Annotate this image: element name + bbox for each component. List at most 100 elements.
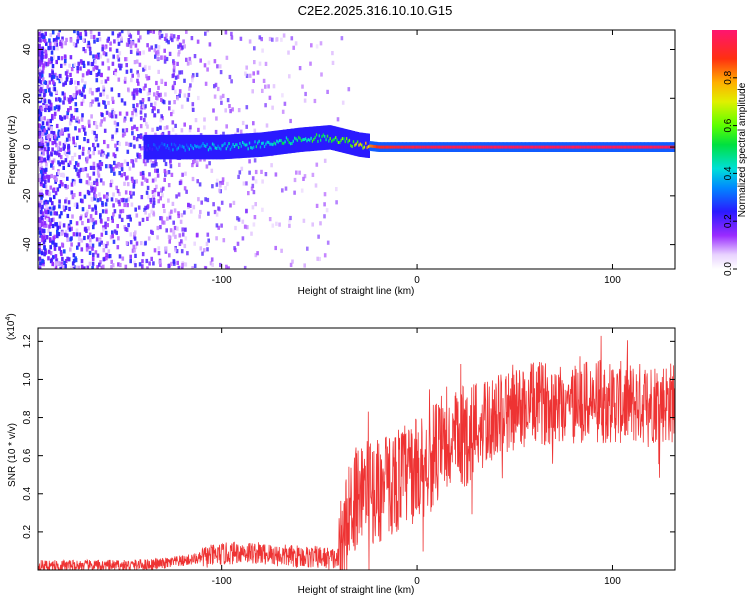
spectrogram-noise-cell [84, 81, 87, 86]
spectrogram-ridge-cell [605, 145, 608, 149]
spectrogram-noise-cell [144, 113, 147, 118]
spectrogram-noise-cell [96, 171, 100, 176]
spectrogram-noise-cell [300, 188, 304, 193]
spectrogram-noise-cell [92, 171, 96, 176]
spectrogram-noise-cell [99, 213, 102, 218]
spectrogram-ridge-halo [315, 126, 319, 151]
spectrogram-noise-cell [44, 201, 48, 206]
spectrogram-noise-cell [44, 107, 47, 113]
spectrogram-ridge-cell [175, 144, 178, 148]
spectrogram-noise-cell [66, 127, 70, 132]
spectrogram-noise-cell [90, 185, 93, 190]
spectrogram-noise-cell [83, 235, 86, 241]
spectrogram-noise-cell [55, 123, 59, 129]
spectrogram-noise-cell [78, 191, 82, 197]
spectrogram-noise-cell [313, 98, 317, 104]
spectrogram-noise-cell [264, 61, 268, 66]
spectrogram-noise-cell [47, 126, 51, 131]
spectrogram-noise-cell [92, 252, 95, 257]
spectrogram-noise-cell [38, 225, 42, 230]
spectrogram-noise-cell [160, 187, 163, 192]
spectrogram-noise-cell [120, 30, 124, 34]
spectrogram-noise-cell [244, 71, 247, 76]
spectrogram-noise-cell [75, 265, 79, 269]
spectrogram-noise-cell [102, 248, 106, 253]
spectrogram-noise-cell [97, 150, 101, 155]
spectrogram-ridge-cell [501, 145, 505, 149]
spectrogram-noise-cell [124, 227, 127, 232]
spectrogram-noise-cell [38, 147, 41, 152]
spectrogram-noise-cell [176, 226, 179, 231]
spectrogram-noise-cell [170, 172, 174, 177]
spectrogram-ridge-cell [239, 142, 242, 145]
spectrogram-noise-cell [41, 33, 44, 38]
spectrogram-noise-cell [84, 131, 87, 136]
spectrogram-noise-cell [91, 246, 94, 251]
spectrogram-noise-cell [45, 53, 48, 58]
spectrogram-noise-cell [118, 191, 121, 197]
spectrogram-noise-cell [218, 64, 222, 69]
spectrogram-noise-cell [38, 230, 42, 235]
spectrogram-ridge-cell [441, 145, 444, 149]
spectrogram-noise-cell [209, 261, 213, 266]
spectrogram-ridge-cell [324, 134, 327, 138]
spectrogram-ridge-cell [619, 145, 622, 149]
spectrogram-noise-cell [117, 33, 120, 38]
spectrogram-ridge-cell [235, 143, 238, 147]
spectrogram-noise-cell [208, 42, 212, 47]
spectrogram-noise-cell [159, 125, 162, 130]
spectrogram-ridge-cell [384, 145, 387, 149]
spectrogram-noise-cell [113, 229, 117, 234]
spectrogram-noise-cell [323, 158, 327, 163]
spectrogram-noise-cell [165, 125, 169, 130]
spectrogram-ytick-label: 20 [22, 92, 33, 104]
spectrogram-ridge-cell [480, 145, 483, 149]
spectrogram-ridge-cell [574, 145, 577, 149]
spectrogram-noise-cell [155, 80, 158, 86]
spectrogram-noise-cell [79, 31, 82, 37]
spectrogram-noise-cell [219, 95, 223, 100]
spectrogram-noise-cell [165, 33, 168, 38]
spectrogram-noise-cell [48, 158, 51, 163]
spectrogram-noise-cell [254, 202, 257, 207]
spectrogram-ridge-cell [407, 145, 410, 149]
spectrogram-ridge-cell [220, 147, 223, 151]
spectrogram-noise-cell [40, 84, 44, 90]
spectrogram-noise-cell [73, 152, 77, 157]
spectrogram-ridge-halo [153, 134, 156, 160]
spectrogram-noise-cell [64, 184, 67, 189]
spectrogram-ridge-halo [157, 134, 160, 160]
spectrogram-ridge-cell [646, 145, 650, 149]
spectrogram-ridge-halo [150, 134, 153, 160]
spectrogram-noise-cell [113, 209, 117, 214]
spectrogram-noise-cell [108, 164, 112, 169]
spectrogram-noise-cell [60, 231, 64, 236]
spectrogram-noise-cell [83, 266, 86, 269]
spectrogram-ridge-cell [203, 144, 206, 148]
colorbar-tick-label: 0.8 [723, 70, 734, 84]
spectrogram-noise-cell [72, 140, 75, 145]
spectrogram-noise-cell [38, 162, 42, 167]
spectrogram-frame [37, 29, 676, 270]
spectrogram-noise-cell [46, 149, 50, 155]
spectrogram-ridge-cell [336, 138, 339, 142]
spectrogram-noise-cell [92, 54, 95, 59]
spectrogram-ridge-cell [195, 145, 198, 149]
spectrogram-noise-cell [60, 39, 64, 44]
spectrogram-noise-cell [92, 161, 96, 166]
spectrogram-noise-cell [206, 30, 210, 33]
spectrogram-ridge-cell [406, 145, 409, 149]
spectrogram-noise-cell [58, 153, 61, 158]
spectrogram-noise-cell [62, 223, 66, 228]
spectrogram-noise-cell [253, 128, 257, 133]
spectrogram-noise-cell [64, 80, 67, 85]
spectrogram-ridge-cell [389, 145, 392, 149]
spectrogram-ridge-cell [183, 145, 186, 149]
spectrogram-noise-cell [280, 248, 283, 253]
spectrogram-noise-cell [181, 45, 184, 50]
spectrogram-noise-cell [50, 133, 53, 139]
spectrogram-ridge-cell [348, 138, 351, 142]
snr-scale-note: (x104) [5, 313, 17, 340]
spectrogram-ridge-cell [150, 147, 153, 151]
spectrogram-noise-cell [60, 130, 64, 135]
